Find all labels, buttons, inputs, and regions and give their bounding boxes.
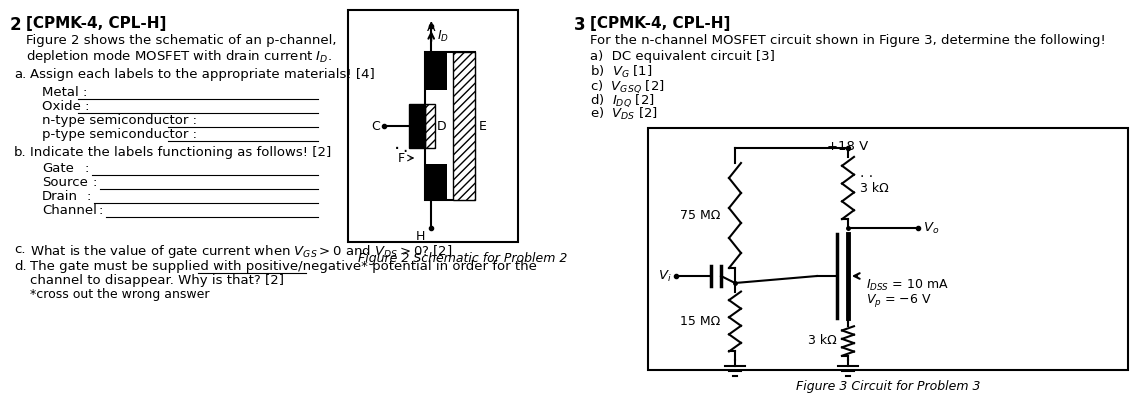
Text: $V_i$: $V_i$ <box>658 268 672 284</box>
Text: 2: 2 <box>10 16 22 34</box>
Bar <box>426 104 435 148</box>
Text: Drain: Drain <box>42 190 78 203</box>
Text: depletion mode MOSFET with drain current $I_D$.: depletion mode MOSFET with drain current… <box>26 48 332 65</box>
Text: *cross out the wrong answer: *cross out the wrong answer <box>30 288 210 301</box>
Text: Figure 2 shows the schematic of an p-channel,: Figure 2 shows the schematic of an p-cha… <box>26 34 337 47</box>
Text: c.: c. <box>14 243 25 256</box>
Text: .: . <box>402 138 407 156</box>
Text: The gate must be supplied with positive/negative* potential in order for the: The gate must be supplied with positive/… <box>30 260 537 273</box>
Bar <box>453 52 475 200</box>
Text: C: C <box>371 120 380 132</box>
Text: Figure 2 Schematic for Problem 2: Figure 2 Schematic for Problem 2 <box>358 252 568 265</box>
Text: $I_D$: $I_D$ <box>437 28 450 44</box>
Text: a)  DC equivalent circuit [3]: a) DC equivalent circuit [3] <box>590 50 775 63</box>
Text: Oxide :: Oxide : <box>42 100 89 113</box>
Text: :: : <box>86 190 90 203</box>
Text: H: H <box>415 230 426 243</box>
Text: . .: . . <box>860 166 873 180</box>
Text: e)  $V_{DS}$ [2]: e) $V_{DS}$ [2] <box>590 106 658 122</box>
Text: d)  $I_{DQ}$ [2]: d) $I_{DQ}$ [2] <box>590 92 655 109</box>
Text: $I_{DSS}$ = 10 mA: $I_{DSS}$ = 10 mA <box>866 278 949 293</box>
Text: b)  $V_G$ [1]: b) $V_G$ [1] <box>590 64 653 80</box>
Text: [CPMK-4, CPL-H]: [CPMK-4, CPL-H] <box>26 16 167 31</box>
Text: $V_o$: $V_o$ <box>923 220 939 236</box>
Bar <box>410 104 426 148</box>
Text: channel to disappear. Why is that? [2]: channel to disappear. Why is that? [2] <box>30 274 284 287</box>
Text: :: : <box>92 176 96 189</box>
Text: Metal :: Metal : <box>42 86 88 99</box>
Bar <box>426 52 475 200</box>
Text: Source: Source <box>42 176 88 189</box>
Text: n-type semiconductor :: n-type semiconductor : <box>42 114 197 127</box>
Text: 3 kΩ: 3 kΩ <box>860 182 889 194</box>
Text: .: . <box>394 134 400 153</box>
Text: B: B <box>458 64 466 78</box>
Text: D: D <box>437 120 447 132</box>
Text: Assign each labels to the appropriate materials! [4]: Assign each labels to the appropriate ma… <box>30 68 374 81</box>
Text: Gate: Gate <box>42 162 74 175</box>
Bar <box>426 52 447 90</box>
Text: What is the value of gate current when $V_{GS} > 0$ and $V_{DS} > 0$? [2]: What is the value of gate current when $… <box>30 243 453 260</box>
Text: 75 MΩ: 75 MΩ <box>680 209 720 222</box>
Text: 3: 3 <box>574 16 585 34</box>
Text: A: A <box>427 21 436 34</box>
Text: b.: b. <box>14 146 26 159</box>
Text: :: : <box>84 162 88 175</box>
Text: 15 MΩ: 15 MΩ <box>680 315 720 328</box>
Text: +18 V: +18 V <box>827 140 868 153</box>
Bar <box>426 164 447 200</box>
Text: [CPMK-4, CPL-H]: [CPMK-4, CPL-H] <box>590 16 730 31</box>
Text: For the n-channel MOSFET circuit shown in Figure 3, determine the following!: For the n-channel MOSFET circuit shown i… <box>590 34 1106 47</box>
Text: Channel: Channel <box>42 204 97 217</box>
Text: Indicate the labels functioning as follows! [2]: Indicate the labels functioning as follo… <box>30 146 331 159</box>
Text: $V_p$ = −6 V: $V_p$ = −6 V <box>866 292 932 309</box>
Text: Figure 3 Circuit for Problem 3: Figure 3 Circuit for Problem 3 <box>795 380 980 393</box>
Text: F: F <box>398 152 405 164</box>
Text: c)  $V_{GSQ}$ [2]: c) $V_{GSQ}$ [2] <box>590 78 664 95</box>
Bar <box>348 10 518 242</box>
Bar <box>648 128 1128 370</box>
Text: G: G <box>458 176 467 188</box>
Text: d.: d. <box>14 260 26 273</box>
Text: 3 kΩ: 3 kΩ <box>808 334 836 348</box>
Text: E: E <box>479 120 487 132</box>
Text: :: : <box>98 204 103 217</box>
Text: p-type semiconductor :: p-type semiconductor : <box>42 128 197 141</box>
Text: a.: a. <box>14 68 26 81</box>
